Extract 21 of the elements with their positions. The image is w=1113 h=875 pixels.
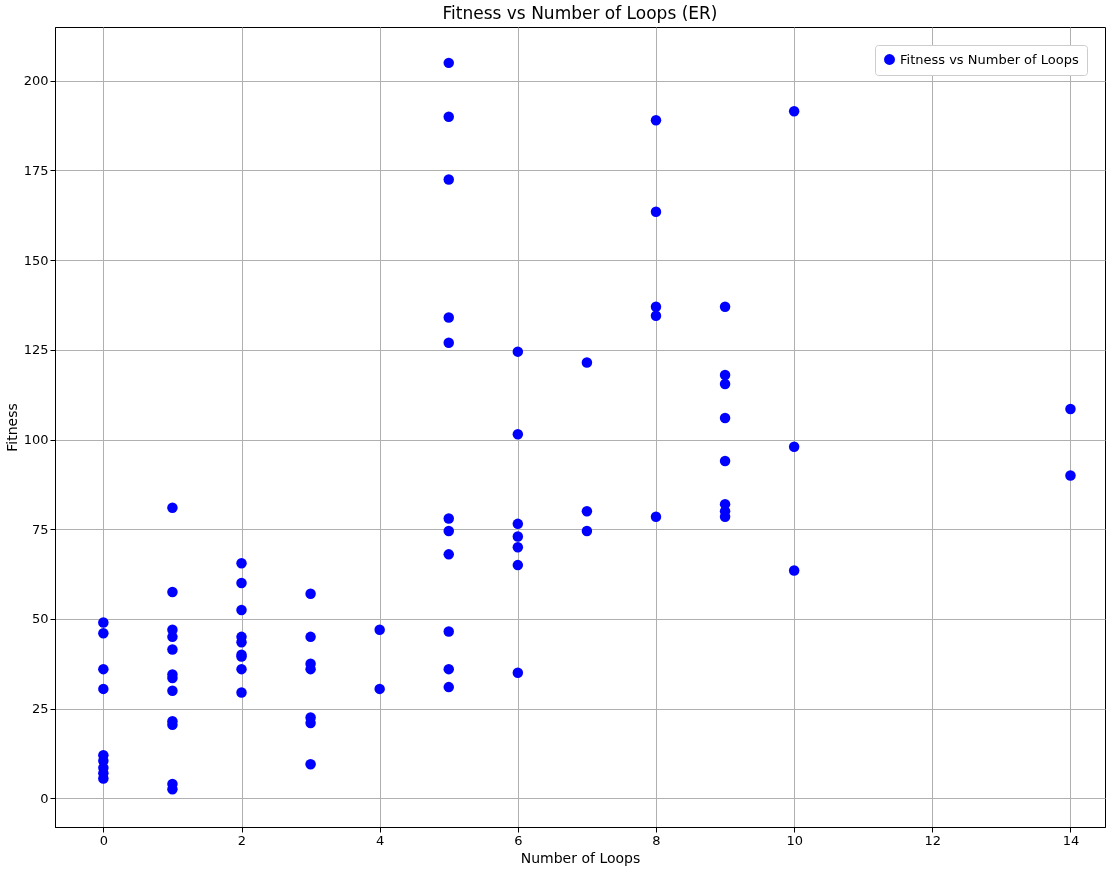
x-tick-label: 14	[1062, 832, 1080, 848]
y-axis-title: Fitness	[3, 403, 20, 452]
y-tick-label: 125	[23, 342, 49, 358]
y-tick-label: 150	[23, 252, 49, 268]
x-axis-title: Number of Loops	[520, 849, 641, 866]
y-tick-label: 200	[23, 73, 49, 89]
y-tick-label: 0	[40, 790, 49, 806]
x-tick-label: 8	[652, 832, 661, 848]
y-tick-label: 175	[23, 163, 49, 178]
legend-label: Fitness vs Number of Loops	[900, 51, 1079, 67]
x-tick-label: 2	[237, 832, 247, 848]
x-tick-label: 0	[99, 832, 108, 848]
x-tick-label: 4	[376, 832, 385, 848]
x-tick-label: 6	[514, 832, 523, 848]
x-tick-label: 10	[786, 832, 803, 848]
chart-title: Fitness vs Number of Loops (ER)	[442, 3, 718, 23]
y-tick-label: 100	[23, 432, 49, 448]
y-tick-label: 75	[31, 521, 49, 537]
y-tick-label: 25	[31, 701, 49, 717]
x-tick-label: 12	[924, 832, 942, 848]
y-tick-label: 50	[31, 611, 49, 627]
